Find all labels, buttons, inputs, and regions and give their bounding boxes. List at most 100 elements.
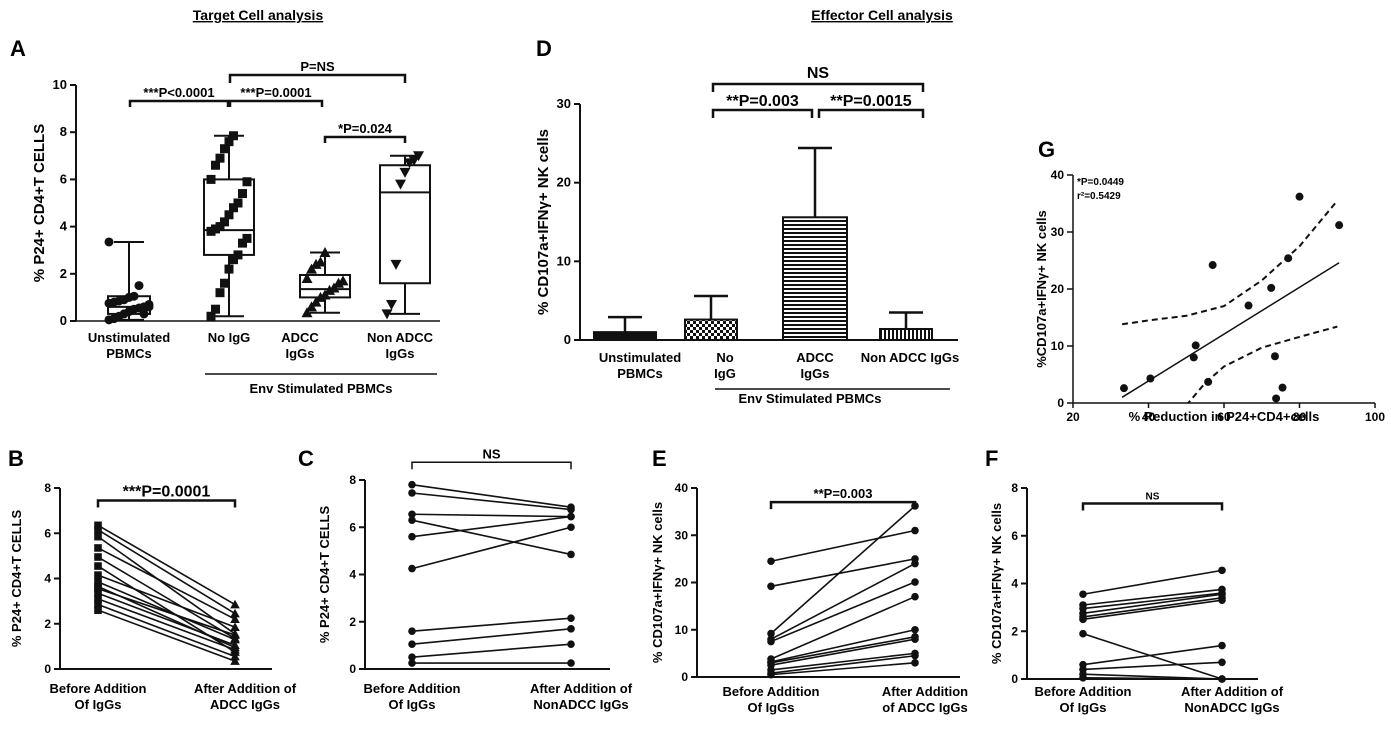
y-tick-label: 8 xyxy=(1011,481,1018,495)
bar xyxy=(879,327,933,341)
significance-label: NS xyxy=(482,446,500,461)
subject-pair xyxy=(408,489,575,514)
data-point xyxy=(224,137,234,147)
panel-e: E % CD107a+IFNγ+ NK cells 0 10 20 30 40 Before … xyxy=(650,446,968,715)
x-tick-label: 20 xyxy=(1066,410,1080,424)
data-point-before xyxy=(1079,590,1087,599)
data-point-after xyxy=(567,523,575,532)
subject-pair xyxy=(94,532,240,638)
data-point xyxy=(211,304,220,314)
scatter-point xyxy=(1189,353,1198,362)
data-point xyxy=(134,281,144,291)
data-point-after xyxy=(911,559,919,568)
data-point-before xyxy=(408,564,416,573)
y-tick-label: 0 xyxy=(681,670,688,684)
pair-line xyxy=(1082,593,1223,615)
pair-line xyxy=(770,505,916,635)
scatter-point xyxy=(1267,283,1276,292)
data-point xyxy=(229,131,238,141)
x-category-label: Before Addition xyxy=(49,681,146,696)
subject-pair xyxy=(94,582,240,652)
y-tick-label: 0 xyxy=(1057,396,1064,410)
data-point-before xyxy=(94,582,102,591)
significance-label: *P=0.024 xyxy=(338,121,393,136)
data-point-before xyxy=(94,589,102,598)
pair-line xyxy=(1082,661,1223,671)
pair-line xyxy=(97,556,236,640)
pair-line xyxy=(97,609,236,662)
data-point xyxy=(233,198,243,208)
x-tick-label: 100 xyxy=(1365,410,1385,424)
scatter-point xyxy=(1191,341,1200,350)
subject-pair xyxy=(1079,596,1226,624)
subject-pair xyxy=(408,516,575,559)
y-axis-title: % P24+ CD4+T CELLS xyxy=(9,510,24,648)
significance-bracket xyxy=(711,108,814,118)
data-point xyxy=(390,259,402,270)
x-category-label: ADCC xyxy=(796,350,834,365)
pair-line xyxy=(411,643,572,658)
y-tick-label: 20 xyxy=(675,576,689,590)
scatter-point xyxy=(1204,377,1213,386)
pair-line xyxy=(1082,588,1223,606)
data-point-before xyxy=(94,544,102,552)
x-category-label: Of IgGs xyxy=(748,700,795,715)
panel-a: A % P24+ CD4+T CELLS 0 2 4 6 8 10 UnstimulatedPB… xyxy=(10,36,440,396)
pair-line xyxy=(411,492,572,511)
data-point-before xyxy=(1079,629,1087,638)
y-tick-label: 20 xyxy=(1051,282,1065,296)
data-point xyxy=(315,256,326,267)
y-tick-label: 10 xyxy=(1051,339,1065,353)
data-point xyxy=(129,291,139,301)
subject-pair xyxy=(408,523,575,573)
stat-p-value: *P=0.0449 xyxy=(1077,177,1124,188)
data-point-after xyxy=(911,526,919,535)
data-point xyxy=(220,217,229,227)
y-axis-title: %CD107a+IFNγ+ NK cells xyxy=(1034,210,1049,368)
data-point-before xyxy=(767,670,775,679)
significance-bracket xyxy=(817,108,925,118)
data-point xyxy=(386,299,397,310)
data-point-after xyxy=(911,659,919,667)
y-tick-label: 8 xyxy=(44,481,51,495)
scatter-point xyxy=(1335,221,1344,230)
subject-pair xyxy=(94,578,240,644)
data-point xyxy=(301,307,313,318)
bar-0 xyxy=(593,315,657,341)
data-point-after xyxy=(911,635,919,643)
y-tick-label: 20 xyxy=(557,175,571,190)
data-point-before xyxy=(408,627,416,635)
data-point-after xyxy=(1218,658,1226,667)
pair-line xyxy=(770,654,916,675)
x-category-label: Before Addition xyxy=(1034,684,1131,699)
y-tick-label: 4 xyxy=(1011,577,1018,591)
pair-line xyxy=(1082,592,1223,610)
pair-line xyxy=(770,652,916,671)
data-point xyxy=(220,278,229,288)
panel-f: F % CD107a+IFNγ+ NK cells 0 2 4 6 8 Before Addi… xyxy=(985,446,1284,715)
subject-pair xyxy=(408,512,575,541)
section-title-effector: Effector Cell analysis xyxy=(811,7,953,23)
x-category-label: NonADCC IgGs xyxy=(533,697,628,712)
data-point-before xyxy=(94,521,102,530)
scatter-point xyxy=(1119,384,1128,393)
significance-bracket xyxy=(96,499,237,508)
pair-line xyxy=(1082,599,1223,621)
y-tick-label: 10 xyxy=(557,253,571,268)
significance-bracket xyxy=(769,500,917,510)
data-point xyxy=(144,302,154,312)
x-category-label: NonADCC IgGs xyxy=(1184,700,1279,715)
pair-line xyxy=(1082,597,1223,618)
panel-c: C % P24+ CD4+T CELLS 0 2 4 6 8 Before AdditionO… xyxy=(298,446,633,712)
scatter-point xyxy=(1272,394,1281,403)
x-category-label: Of IgGs xyxy=(1060,700,1107,715)
y-tick-label: 6 xyxy=(349,520,356,534)
y-tick-label: 6 xyxy=(60,171,67,186)
y-tick-label: 4 xyxy=(60,219,68,234)
significance-label: **P=0.0015 xyxy=(830,93,912,110)
pair-line xyxy=(770,595,916,660)
data-point-after xyxy=(1218,675,1226,683)
y-tick-label: 0 xyxy=(349,662,356,676)
data-point xyxy=(408,156,420,167)
scatter-point xyxy=(1295,192,1304,201)
